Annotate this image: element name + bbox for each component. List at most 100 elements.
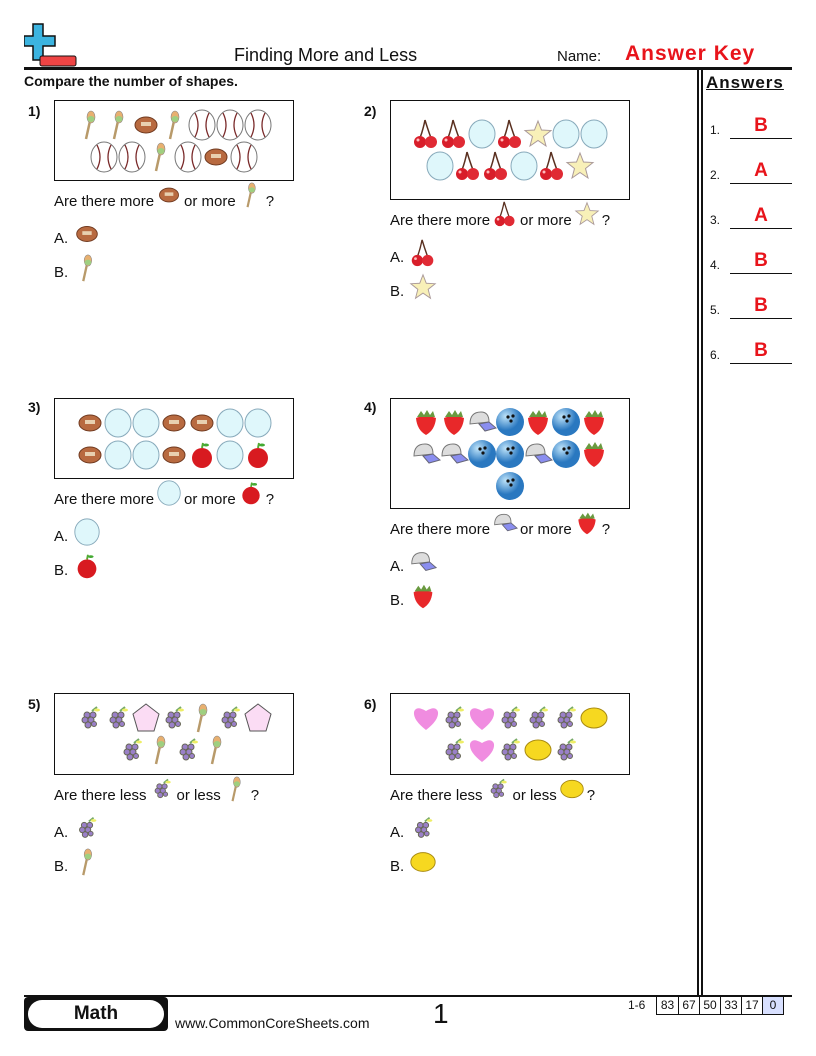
question-text: ? (265, 193, 275, 210)
shape-box (54, 398, 294, 479)
question: Are there more or more? (390, 521, 610, 538)
answer-number: 5. (710, 303, 721, 317)
cherry-icon (492, 200, 518, 228)
option-label: B. (54, 263, 69, 281)
score-table: 83 67 50 33 17 0 (656, 997, 784, 1015)
cap-icon (408, 547, 438, 577)
strawberry-icon (439, 406, 469, 438)
apple-icon (243, 439, 273, 471)
option-a[interactable]: A. (54, 525, 102, 547)
question-text: Are there more (390, 521, 491, 538)
option-a[interactable]: A. (390, 821, 438, 843)
logo (23, 22, 80, 68)
circle-icon (103, 439, 133, 471)
answer-row: 3. A (710, 205, 792, 229)
grapes-icon (117, 734, 147, 766)
question-text: ? (586, 787, 596, 804)
star-icon (408, 272, 438, 302)
circle-icon (72, 517, 102, 547)
question-text: Are there more (54, 193, 155, 210)
option-a[interactable]: A. (54, 227, 102, 249)
bowling-icon (551, 406, 581, 438)
cap-icon (467, 406, 497, 438)
score-cell: 50 (699, 997, 720, 1014)
option-b[interactable]: B. (390, 280, 438, 302)
option-b[interactable]: B. (390, 589, 438, 611)
answer-number: 4. (710, 258, 721, 272)
answer-line (730, 273, 792, 274)
shape-box (390, 398, 630, 509)
question-text: Are there more (54, 491, 155, 508)
site-url: www.CommonCoreSheets.com (175, 1015, 370, 1031)
shape-box (390, 693, 630, 775)
maraca-icon (145, 734, 175, 766)
option-b[interactable]: B. (54, 261, 102, 283)
shape-row (76, 407, 272, 439)
option-b[interactable]: B. (54, 855, 102, 877)
maraca-icon (201, 734, 231, 766)
strawberry-icon (579, 438, 609, 470)
cherry-icon (408, 238, 438, 268)
grapes-icon (495, 702, 525, 734)
shape-row (76, 439, 272, 471)
option-label: B. (390, 857, 405, 875)
answer-divider (697, 68, 699, 996)
option-label: A. (390, 248, 405, 266)
cap-icon (411, 438, 441, 470)
shape-row (90, 141, 258, 173)
cherry-icon (481, 150, 511, 182)
option-b[interactable]: B. (390, 855, 438, 877)
baseball-icon (173, 141, 203, 173)
score-cell: 0 (762, 997, 783, 1014)
football-icon (72, 219, 102, 249)
baseball-icon (89, 141, 119, 173)
bowling-icon (495, 438, 525, 470)
option-a[interactable]: A. (54, 821, 102, 843)
option-a[interactable]: A. (390, 246, 438, 268)
question-text: Are there less (54, 787, 147, 804)
question: Are there less or less? (390, 787, 595, 804)
cap-icon (523, 438, 553, 470)
question-text: ? (601, 521, 611, 538)
shape-row (412, 406, 608, 438)
problem-number: 4) (364, 399, 377, 415)
shape-row (412, 702, 608, 734)
page-number: 1 (433, 998, 449, 1029)
football-icon (159, 407, 189, 439)
football-icon (187, 407, 217, 439)
apple-icon (72, 551, 102, 581)
answer-number: 1. (710, 123, 721, 137)
option-b[interactable]: B. (54, 559, 102, 581)
lemon-icon (408, 847, 438, 877)
shape-row (412, 438, 608, 470)
lemon-icon (579, 702, 609, 734)
shape-box (54, 100, 294, 181)
score-cell: 67 (678, 997, 699, 1014)
answer-row: 6. B (710, 340, 792, 364)
football-icon (75, 439, 105, 471)
option-label: B. (54, 857, 69, 875)
baseball-icon (215, 109, 245, 141)
circle-icon (215, 407, 245, 439)
bowling-icon (495, 406, 525, 438)
heart-icon (411, 702, 441, 734)
apple-icon (238, 479, 264, 507)
grapes-icon (439, 734, 469, 766)
option-a[interactable]: A. (390, 555, 438, 577)
question: Are there more or more? (54, 491, 274, 508)
question-text: Are there more (390, 212, 491, 229)
baseball-icon (187, 109, 217, 141)
circle-icon (425, 150, 455, 182)
star-icon (574, 200, 600, 228)
apple-icon (187, 439, 217, 471)
question: Are there more or more? (54, 193, 274, 210)
question-text: or more (520, 521, 572, 538)
question-text: or less (176, 787, 221, 804)
lemon-icon (559, 775, 585, 803)
question-text: ? (250, 787, 260, 804)
circle-icon (467, 118, 497, 150)
option-label: A. (390, 823, 405, 841)
problem-number: 3) (28, 399, 41, 415)
lemon-icon (523, 734, 553, 766)
question-text: or more (520, 212, 572, 229)
